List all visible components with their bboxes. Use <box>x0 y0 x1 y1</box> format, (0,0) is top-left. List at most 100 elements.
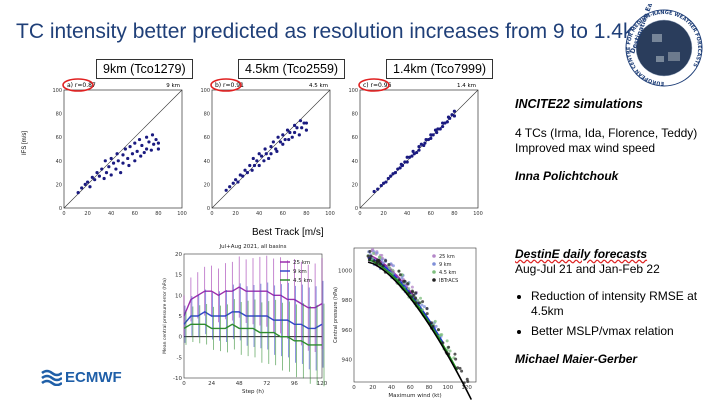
x-tick-label: 20 <box>369 385 376 391</box>
scatter-point <box>376 187 380 191</box>
legend-label: 4.5 km <box>439 270 456 276</box>
mslp-point <box>430 321 434 325</box>
scatter-point <box>109 173 113 177</box>
mslp-point <box>372 259 376 263</box>
mslp-point <box>402 279 406 283</box>
scatter-point <box>448 116 452 120</box>
scatter-point <box>243 168 247 172</box>
scatter-point <box>231 181 235 185</box>
x-tick-label: 20 <box>232 211 238 217</box>
y-tick-label: 20 <box>56 182 62 188</box>
mslp-point <box>439 333 443 337</box>
scatter-point <box>255 159 259 163</box>
x-tick-label: 100 <box>177 211 187 217</box>
x-tick-label: 60 <box>407 385 414 391</box>
mslp-fit-line <box>367 259 458 371</box>
scatter-point <box>111 161 116 165</box>
mslp-point <box>447 345 451 349</box>
scatter-point <box>271 140 275 144</box>
destination-earth-logo: EUROPEAN CENTRE FOR MEDIUM-RANGE WEATHER… <box>625 4 703 87</box>
legend-label: 9 km <box>439 262 452 268</box>
mslp-point <box>456 366 460 370</box>
y-tick-label: 20 <box>352 182 358 188</box>
ecmwf-wave-icon <box>41 369 62 386</box>
y-tick-label: 80 <box>352 112 358 118</box>
mslp-point <box>371 251 375 255</box>
scatter-point <box>156 147 160 151</box>
highlight-ellipse <box>358 78 390 92</box>
y-tick-label: 80 <box>56 112 62 118</box>
mslp-point <box>369 254 373 258</box>
scatter-point <box>224 188 228 192</box>
scatter-point <box>121 153 125 157</box>
legend-marker <box>432 262 436 266</box>
destine-author: Michael Maier-Gerber <box>515 352 638 366</box>
y-tick-label: -10 <box>173 376 182 382</box>
scatter-point <box>445 120 449 124</box>
scatter-point <box>403 160 407 164</box>
x-tick-label: 40 <box>108 211 114 217</box>
scatter-point <box>130 152 135 156</box>
scatter-point <box>405 160 409 164</box>
scatter-xlabel: Best Track [m/s] <box>252 227 324 238</box>
x-tick-label: 0 <box>62 211 65 217</box>
y-tick-label: 40 <box>352 159 358 165</box>
scatter-point <box>257 152 261 156</box>
y-tick-label: 980 <box>342 298 353 304</box>
legend-label: 4.5 km <box>293 278 312 284</box>
scatter-point <box>379 183 383 188</box>
destine-bullets: Reduction of intensity RMSE at 4.5km Bet… <box>515 289 710 339</box>
y-tick-label: 20 <box>175 252 182 258</box>
mslp-point <box>380 258 384 262</box>
mslp-point <box>419 296 423 300</box>
mslp-ylabel: Central pressure (hPa) <box>333 287 339 343</box>
scatter-point <box>127 163 131 168</box>
scatter-point <box>135 149 139 153</box>
x-tick-label: 80 <box>303 211 309 217</box>
scatter-point <box>417 148 421 152</box>
mslp-point <box>410 289 414 293</box>
mslp-point <box>422 305 426 309</box>
scatter-point <box>410 154 414 158</box>
line-chart-title: Jul+Aug 2021, all basins <box>218 244 286 250</box>
scatter-point <box>452 109 456 113</box>
mslp-point <box>391 268 395 272</box>
destine-bullet-1: Reduction of intensity RMSE at 4.5km <box>531 289 710 319</box>
pressure-error-chart: Jul+Aug 2021, all basins 0 24 48 72 96 120 -10 -… <box>162 244 328 395</box>
mslp-point <box>397 278 401 282</box>
scatter-point <box>115 152 119 156</box>
x-tick-label: 80 <box>426 385 433 391</box>
scatter-point <box>293 123 297 127</box>
scatter-point <box>438 127 442 131</box>
scatter-point <box>80 186 84 190</box>
mslp-point <box>436 328 440 332</box>
y-tick-label: 60 <box>56 135 62 141</box>
scatter-point <box>116 159 120 163</box>
mslp-point <box>388 266 392 270</box>
scatter-point <box>236 180 240 184</box>
y-tick-label: 60 <box>204 135 210 141</box>
scatter-panel-3: 00 20 20 40 40 60 60 80 80 100 100 c) r=0.96 1.4 km <box>348 78 483 217</box>
scatter-point <box>147 140 151 144</box>
scatter-point <box>154 137 158 142</box>
y-tick-label: 40 <box>204 159 210 165</box>
scatter-point <box>104 171 109 175</box>
y-tick-label: 100 <box>348 88 358 94</box>
y-tick-label: 15 <box>175 273 182 279</box>
scatter-point <box>293 130 297 135</box>
scatter-point <box>436 127 440 131</box>
resolution-label: 1.4 km <box>457 83 476 89</box>
scatter-point <box>431 133 435 137</box>
scatter-point <box>245 171 249 175</box>
scatter-point <box>228 185 232 189</box>
scatter-point <box>152 142 156 146</box>
y-tick-label: -5 <box>177 355 183 361</box>
y-tick-label: 100 <box>200 88 210 94</box>
x-tick-label: 100 <box>443 385 454 391</box>
mslp-series-IBTrACS: IBTrACS <box>366 249 473 400</box>
scatter-point <box>423 141 427 145</box>
scatter-point <box>156 141 160 145</box>
destine-bullet-2: Better MSLP/vmax relation <box>531 324 710 339</box>
mslp-point <box>376 258 380 262</box>
